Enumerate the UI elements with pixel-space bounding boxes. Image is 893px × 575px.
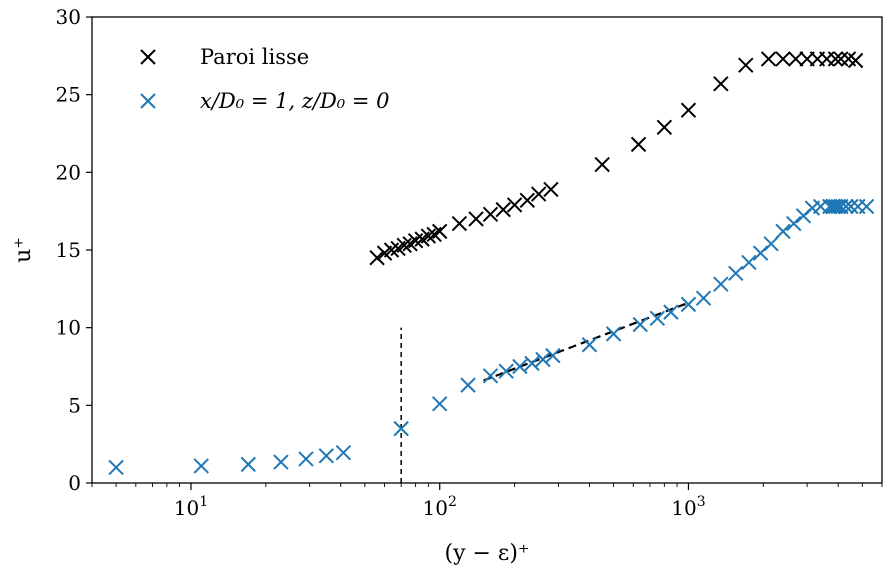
- data-point: [713, 76, 729, 92]
- data-point: [830, 198, 846, 215]
- data-point: [775, 223, 791, 240]
- series-0: [369, 51, 864, 266]
- x-axis: 101 102 103: [91, 483, 883, 520]
- data-point: [738, 57, 754, 73]
- data-point: [530, 186, 547, 202]
- data-point: [482, 206, 499, 222]
- data-point: [581, 337, 598, 353]
- data-point: [632, 316, 648, 333]
- data-point: [108, 459, 124, 476]
- x-tick-label: 103: [671, 494, 705, 520]
- y-tick-label: 30: [56, 5, 81, 29]
- data-point: [482, 368, 499, 384]
- legend: Paroi lisse x/D₀ = 1, z/D₀ = 0: [140, 45, 390, 113]
- data-point: [468, 211, 484, 227]
- x-tick-label: 102: [423, 494, 457, 520]
- data-point: [240, 456, 257, 473]
- data-point: [847, 52, 864, 69]
- data-point: [838, 198, 854, 215]
- data-point: [680, 296, 697, 313]
- data-point: [519, 192, 536, 209]
- data-point: [451, 215, 468, 232]
- data-point: [649, 310, 666, 327]
- y-axis: 0 5 10 15 20 25 30: [56, 5, 92, 495]
- data-point: [605, 326, 622, 342]
- legend-marker: [140, 93, 156, 109]
- data-point: [543, 181, 559, 198]
- data-point: [298, 451, 314, 467]
- data-point: [396, 237, 412, 254]
- data-point: [680, 102, 697, 118]
- data-point: [495, 201, 511, 218]
- data-point: [827, 51, 844, 67]
- x-axis-label: (y − ε)⁺: [444, 541, 529, 566]
- y-tick-label: 15: [56, 238, 81, 262]
- data-point: [506, 197, 523, 213]
- y-tick-label: 10: [56, 316, 81, 340]
- data-point: [432, 223, 448, 240]
- legend-marker: [140, 49, 156, 65]
- data-point: [630, 136, 647, 153]
- data-point: [594, 156, 610, 173]
- data-point: [318, 448, 335, 464]
- data-point: [728, 265, 744, 282]
- data-point: [512, 358, 528, 375]
- data-point: [788, 51, 804, 67]
- data-point: [498, 363, 514, 379]
- data-point: [656, 119, 673, 135]
- series-layer: [108, 51, 875, 476]
- legend-label: x/D₀ = 1, z/D₀ = 0: [200, 89, 390, 113]
- y-tick-label: 25: [56, 83, 81, 107]
- series-1: [108, 198, 875, 476]
- data-point: [858, 198, 875, 215]
- data-point: [763, 236, 779, 252]
- data-point: [695, 290, 712, 306]
- y-tick-label: 0: [68, 471, 81, 495]
- data-point: [713, 276, 729, 292]
- data-point: [741, 254, 757, 271]
- data-point: [663, 304, 679, 320]
- data-point: [545, 347, 561, 364]
- data-point: [460, 377, 476, 393]
- y-tick-label: 20: [56, 160, 81, 184]
- legend-label: Paroi lisse: [200, 45, 309, 69]
- data-point: [775, 51, 791, 67]
- data-point: [524, 355, 540, 372]
- data-point: [335, 445, 352, 461]
- data-point: [193, 458, 209, 474]
- data-point: [833, 51, 849, 67]
- data-point: [273, 454, 289, 470]
- data-point: [843, 198, 859, 215]
- y-axis-label: u⁺: [11, 237, 36, 263]
- data-point: [420, 228, 437, 244]
- data-point: [760, 51, 777, 67]
- data-point: [369, 250, 385, 266]
- data-point: [535, 351, 551, 368]
- x-tick-label: 101: [174, 494, 208, 520]
- data-point: [393, 420, 409, 437]
- data-point: [786, 215, 802, 232]
- y-tick-label: 5: [68, 393, 81, 417]
- data-point: [432, 396, 448, 412]
